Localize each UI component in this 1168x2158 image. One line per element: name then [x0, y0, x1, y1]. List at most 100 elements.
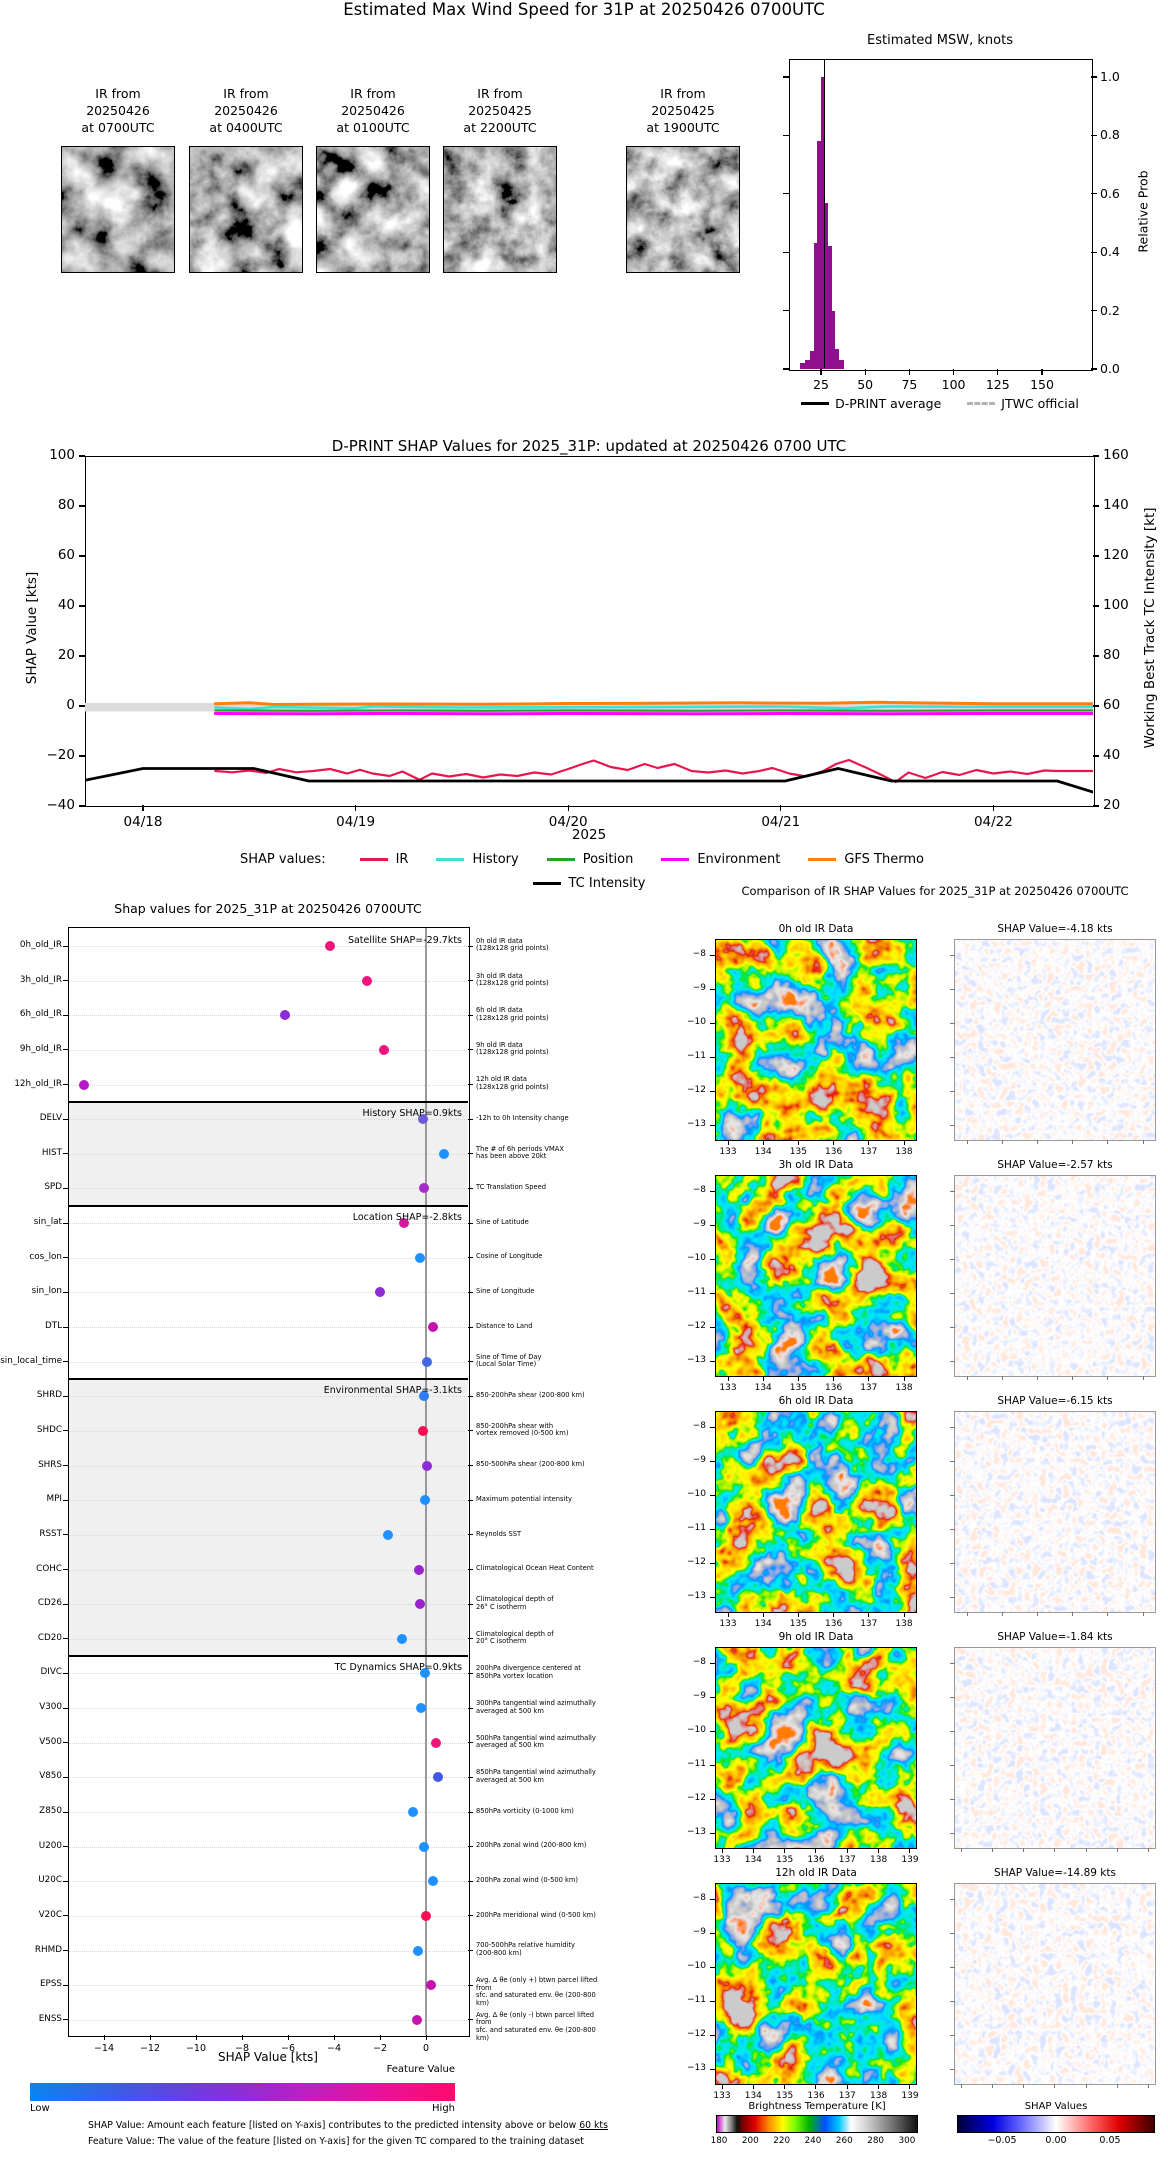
dotplot-desc-tick-COHC [468, 1569, 473, 1571]
comparison-ytick-label-4-0: −8 [692, 1893, 706, 1903]
timeseries-ytick-left-mark-7 [79, 805, 85, 807]
dotplot-xtick-mark-3 [241, 2035, 243, 2040]
dotplot-dot-9h_old_IR [378, 1044, 389, 1055]
dotplot-desc-tick-12h_old_IR [468, 1084, 473, 1086]
dotplot-ytick-mark-U200 [63, 1846, 68, 1848]
comparison-xtick-label-3-6: 139 [901, 1855, 919, 1865]
comparison-xtick-mark-3-2 [784, 1848, 786, 1853]
comparison-xtick-mark-2-1 [762, 1612, 764, 1617]
comparison-xtick-mark-1-5 [903, 1376, 905, 1381]
dotplot-section-header-0: Satellite SHAP=-29.7kts [347, 935, 462, 946]
dotplot-dot-COHC [414, 1564, 425, 1575]
timeseries-legend-item-ir: IR [359, 852, 408, 867]
timeseries-ytick-left-mark-3 [79, 605, 85, 607]
dotplot-dot-Z850 [408, 1807, 419, 1817]
comparison-xtick-label-2-2: 135 [789, 1619, 807, 1629]
histogram-xtick-mark-3 [953, 369, 955, 375]
comparison-ir-title-2: 6h old IR Data [778, 1395, 854, 1407]
comparison-shap-ytick-mark-0-1 [950, 988, 955, 990]
timeseries-ytick-right-mark-3 [1093, 605, 1099, 607]
ir-thumbnail-label-0: IR from 20250426 at 0700UTC [81, 86, 155, 135]
dotplot-gridline-sin_local_time [69, 1361, 467, 1363]
histogram-legend: D-PRINT average JTWC official [709, 396, 1168, 411]
comparison-ytick-label-3-0: −8 [692, 1657, 706, 1667]
dotplot-desc-tick-ENSS [468, 2019, 473, 2021]
dotplot-desc-SHDC: 850-200hPa shear with vortex removed (0-… [476, 1421, 569, 1438]
histogram-xtick-mark-0 [820, 369, 822, 375]
comparison-xtick-mark-2-2 [797, 1612, 799, 1617]
dotplot-desc-9h_old_IR: 9h old IR data (128x128 grid points) [476, 1040, 549, 1057]
dotplot-dot-0h_old_IR [324, 941, 335, 951]
dotplot-dot-RSST [383, 1529, 394, 1540]
timeseries-ytick-right-label-3: 100 [1103, 597, 1129, 613]
histogram-bar-10 [838, 360, 844, 369]
histogram-ytick-label-5: 0.0 [1100, 361, 1120, 376]
page-title: Estimated Max Wind Speed for 31P at 2025… [343, 0, 825, 19]
dotplot-xtick-mark-5 [333, 2035, 335, 2040]
comparison-ytick-mark-0-4 [710, 1090, 716, 1092]
dotplot-dot-sin_lon [375, 1287, 385, 1298]
ir-thumbnail-label-3: IR from 20250425 at 2200UTC [463, 86, 537, 135]
comparison-shap-map-2 [954, 1411, 1156, 1613]
comparison-xtick-label-4-5: 138 [870, 2091, 888, 2101]
histogram-xtick-label-5: 150 [1030, 377, 1054, 392]
comparison-shap-xtick-mark-0-1 [1001, 1140, 1003, 1144]
comparison-ytick-label-1-5: −13 [687, 1355, 706, 1365]
dotplot-dot-ENSS [411, 2014, 422, 2025]
dotplot-gridline-COHC [69, 1569, 467, 1571]
dotplot-desc-U20C: 200hPa zonal wind (0-500 km) [476, 1875, 578, 1884]
comparison-xtick-mark-0-1 [762, 1140, 764, 1145]
comparison-ytick-label-4-2: −10 [687, 1961, 706, 1971]
histogram-legend-item-0: D-PRINT average [801, 396, 941, 411]
histogram-ytick-label-3: 0.4 [1100, 244, 1120, 260]
comparison-ytick-mark-1-2 [710, 1258, 716, 1260]
comparison-ytick-mark-3-2 [710, 1730, 716, 1732]
dotplot-xtick-mark-4 [287, 2035, 289, 2040]
bt-colorbar-tick-3: 240 [804, 2136, 822, 2146]
histogram-xtick-mark-1 [864, 369, 866, 375]
timeseries-ytick-left-mark-2 [79, 555, 85, 557]
ir-thumbnail-image-0 [61, 146, 175, 273]
dotplot-dot-DIVC [419, 1668, 430, 1679]
comparison-xtick-label-2-5: 138 [895, 1619, 913, 1629]
timeseries-xtick-mark-2 [567, 805, 569, 811]
comparison-xtick-mark-0-3 [833, 1140, 835, 1145]
shap-colorbar-tick-0: −0.05 [987, 2135, 1017, 2146]
dotplot-desc-V300: 300hPa tangential wind azimuthally avera… [476, 1698, 596, 1715]
dotplot-title: Shap values for 2025_31P at 20250426 070… [114, 901, 422, 916]
dotplot-desc-HIST: The # of 6h periods VMAX has been above … [476, 1144, 564, 1161]
comparison-xtick-label-3-2: 135 [776, 1855, 794, 1865]
comparison-title: Comparison of IR SHAP Values for 2025_31… [741, 884, 1129, 898]
comparison-shap-ytick-mark-4-5 [950, 2068, 955, 2070]
dotplot-dot-V20C [421, 1910, 431, 1921]
dotplot-desc-cos_lon: Cosine of Longitude [476, 1252, 543, 1261]
comparison-ytick-mark-4-5 [710, 2068, 716, 2070]
dotplot-ytick-mark-DTL [63, 1326, 68, 1328]
comparison-shap-ytick-mark-4-0 [950, 1898, 955, 1900]
dotplot-zero-line [425, 927, 427, 2035]
dotplot-desc-DIVC: 200hPa divergence centered at 850hPa vor… [476, 1664, 581, 1680]
comparison-shap-xtick-mark-4-3 [1054, 2084, 1056, 2088]
dotplot-ylabel-MPI: MPI [46, 1494, 63, 1505]
comparison-xtick-label-0-5: 138 [895, 1147, 913, 1157]
comparison-shap-ytick-mark-0-0 [950, 954, 955, 956]
histogram-bar-5 [821, 77, 825, 369]
timeseries-panel [85, 456, 1095, 807]
comparison-shap-xtick-mark-3-5 [1117, 1848, 1119, 1852]
comparison-xtick-label-1-5: 138 [895, 1383, 913, 1393]
comparison-ytick-label-3-3: −11 [687, 1759, 706, 1769]
dotplot-ytick-mark-9h_old_IR [63, 1049, 68, 1051]
comparison-shap-ytick-mark-2-3 [950, 1528, 955, 1530]
dotplot-ytick-mark-DIVC [63, 1672, 68, 1674]
timeseries-xtick-label-0: 04/18 [123, 814, 163, 830]
dotplot-ytick-mark-V20C [63, 1915, 68, 1917]
dotplot-xtick-label-0: −14 [93, 2043, 115, 2054]
timeseries-xtick-mark-3 [780, 805, 782, 811]
comparison-ir-title-4: 12h old IR Data [775, 1867, 857, 1879]
dotplot-xtick-label-6: −2 [372, 2043, 387, 2054]
shap-colorbar-tick-1: 0.00 [1045, 2135, 1067, 2146]
dotplot-xtick-label-1: −12 [139, 2043, 161, 2054]
comparison-ir-title-1: 3h old IR Data [778, 1159, 854, 1171]
dotplot-desc-12h_old_IR: 12h old IR data (128x128 grid points) [476, 1075, 549, 1092]
